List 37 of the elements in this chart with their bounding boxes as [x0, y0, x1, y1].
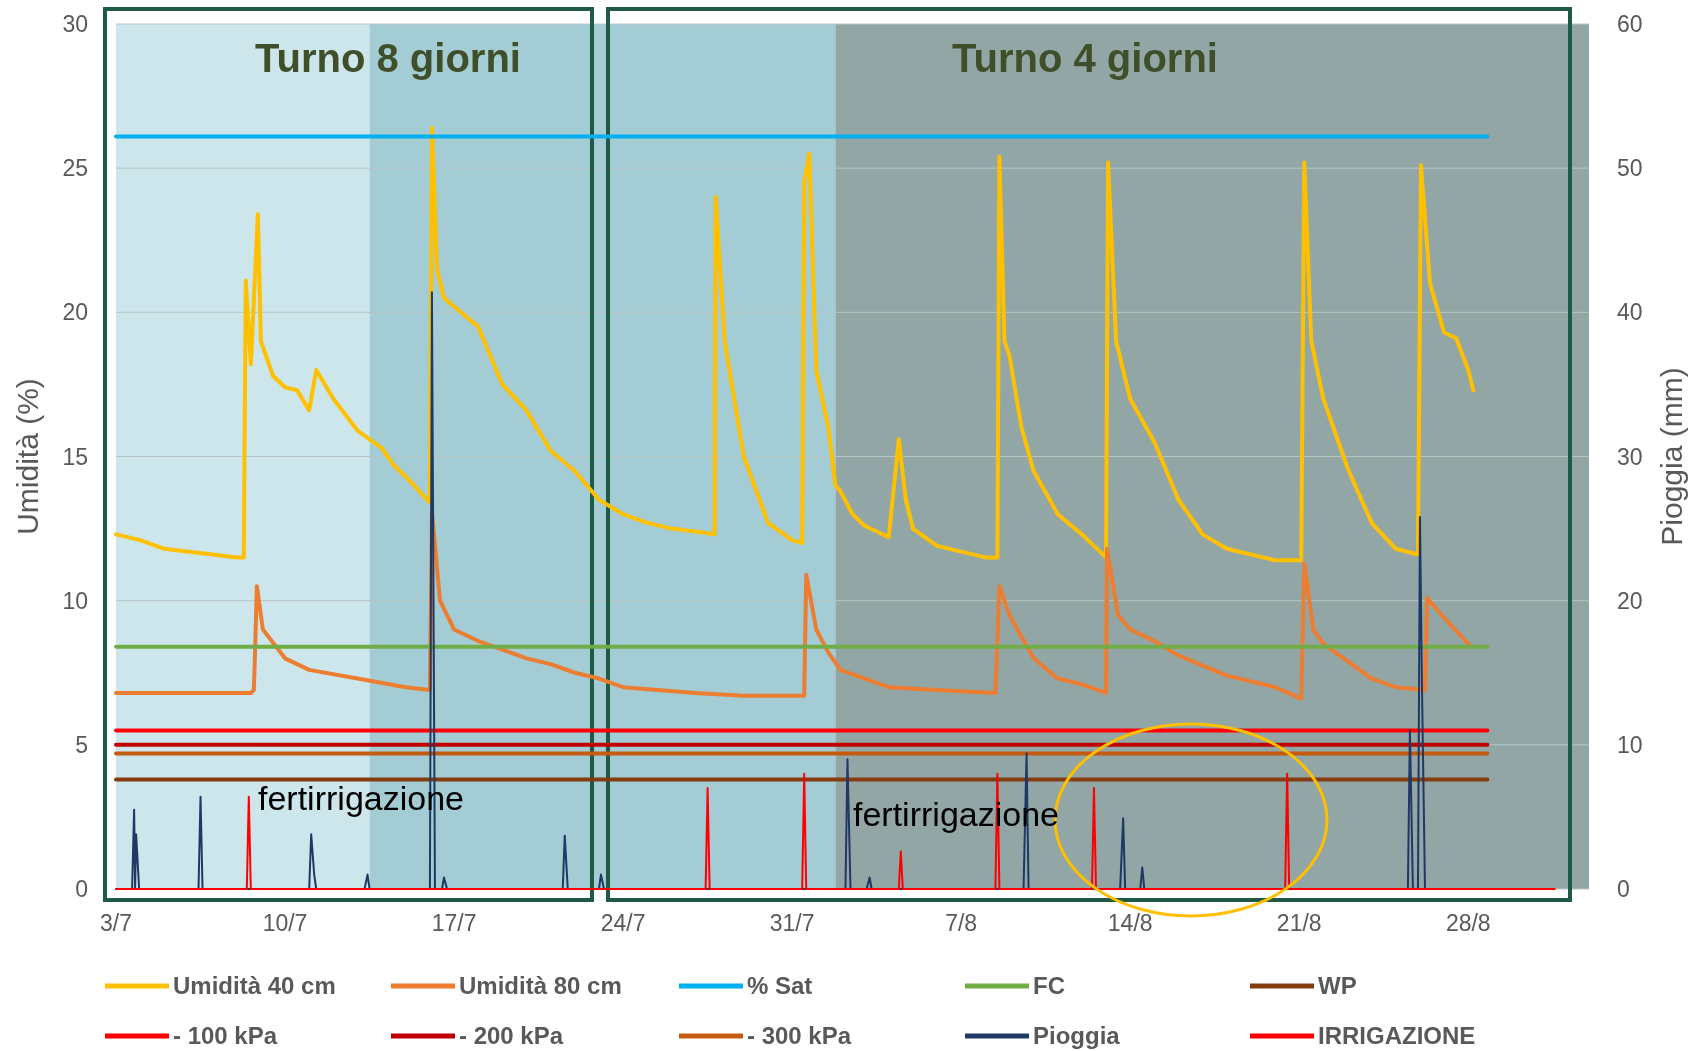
y-tick-label: 10 [62, 587, 88, 614]
x-tick-label: 3/7 [100, 910, 132, 936]
y-axis-title: Umidità (%) [11, 378, 44, 535]
annotation: Turno 4 giorni [952, 36, 1218, 80]
x-tick-label: 24/7 [600, 910, 646, 936]
y-tick-label: 5 [75, 731, 88, 758]
y-tick-label: 15 [62, 443, 88, 470]
legend-label: IRRIGAZIONE [1318, 1022, 1476, 1050]
y2-tick-label: 0 [1617, 876, 1630, 903]
y2-tick-label: 10 [1617, 731, 1643, 758]
legend-label: WP [1318, 972, 1357, 1000]
y2-tick-label: 30 [1617, 443, 1643, 470]
x-tick-label: 7/8 [945, 910, 978, 936]
y2-tick-label: 20 [1617, 587, 1643, 614]
x-tick-label: 28/8 [1445, 910, 1491, 936]
legend-label: Pioggia [1033, 1022, 1121, 1050]
y-tick-label: 0 [75, 876, 88, 903]
y2-axis-title: Pioggia (mm) [1655, 367, 1688, 546]
y2-tick-label: 50 [1617, 155, 1643, 182]
legend-label: - 100 kPa [173, 1022, 278, 1050]
y-tick-label: 25 [62, 155, 88, 182]
legend-label: - 300 kPa [747, 1022, 852, 1050]
y2-tick-label: 40 [1617, 299, 1643, 326]
legend-label: Umidità 40 cm [173, 972, 336, 1000]
annotation: Turno 8 giorni [255, 36, 521, 80]
y-tick-label: 30 [62, 11, 88, 38]
y-tick-label: 20 [62, 299, 88, 326]
x-tick-label: 17/7 [431, 910, 477, 936]
legend-label: - 200 kPa [459, 1022, 564, 1050]
x-tick-label: 31/7 [769, 910, 815, 936]
x-tick-label: 21/8 [1276, 910, 1322, 936]
y2-tick-label: 60 [1617, 11, 1643, 38]
legend-label: FC [1033, 972, 1065, 1000]
legend-label: Umidità 80 cm [459, 972, 622, 1000]
x-tick-label: 14/8 [1107, 910, 1153, 936]
legend-label: % Sat [747, 972, 813, 1000]
x-tick-label: 10/7 [262, 910, 308, 936]
